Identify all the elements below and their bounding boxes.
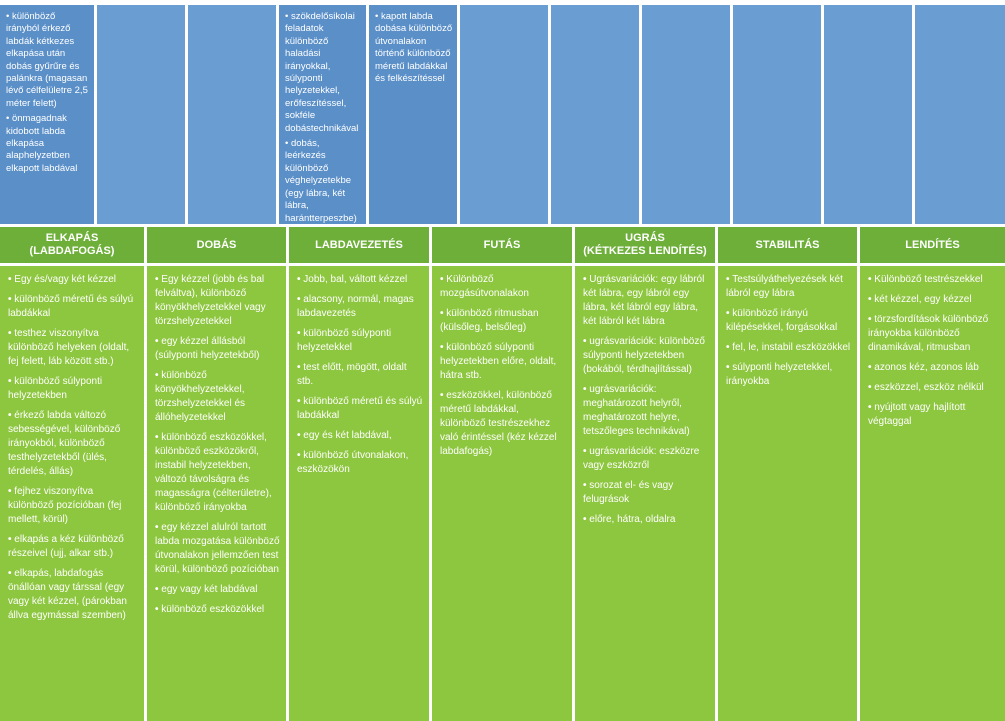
header-futas-label: FUTÁS <box>483 238 521 251</box>
top-cell-10 <box>824 5 912 224</box>
list-item: • különböző irányból érkező labdák kétke… <box>6 11 88 109</box>
futas-list: • Különböző mozgásútvonalakon • különböz… <box>440 273 566 459</box>
list-item: • egy vagy két labdával <box>155 584 258 595</box>
list-item: • ugrásvariációk: különböző súlyponti he… <box>583 336 705 375</box>
column-elkapas: • Egy és/vagy két kézzel • különböző mér… <box>0 266 144 721</box>
list-item: • súlyponti helyzetekkel, irányokba <box>726 362 833 387</box>
header-ugras: UGRÁS (KÉTKEZES LENDÍTÉS) <box>575 227 715 263</box>
list-item: • elkapás, labdafogás önállóan vagy társ… <box>8 568 127 621</box>
header-elkapas-line2: (LABDAFOGÁS) <box>29 245 115 257</box>
list-item: • különböző eszközökkel <box>155 604 265 615</box>
list-item: • egy és két labdával, <box>297 430 392 441</box>
top-cell-11 <box>915 5 1005 224</box>
list-item: • szökdelősi­kolai feladatok különböző h… <box>285 11 359 134</box>
list-item: • Ugrásvariációk: egy lábról két lábra, … <box>583 274 705 327</box>
column-ugras: • Ugrásvariációk: egy lábról két lábra, … <box>575 266 715 721</box>
list-item: • különböző súlyponti helyzetekben előre… <box>440 342 557 381</box>
list-item: • fejhez viszonyítva különböző pozícióba… <box>8 486 122 525</box>
header-elkapas: ELKAPÁS (LABDAFOGÁS) <box>0 227 144 263</box>
header-labdavezetes-label: LABDAVEZETÉS <box>315 238 403 251</box>
elkapas-list: • Egy és/vagy két kézzel • különböző mér… <box>8 273 138 623</box>
top-cell-4: • szökdelősi­kolai feladatok különböző h… <box>279 5 366 224</box>
header-labdavezetes: LABDAVEZETÉS <box>289 227 429 263</box>
list-item: • előre, hátra, oldalra <box>583 514 676 525</box>
list-item: • Különböző mozgásútvonalakon <box>440 274 529 299</box>
list-item: • Jobb, bal, váltott kézzel <box>297 274 408 285</box>
top-cell-5: • kapott labda dobása különböző útvonala… <box>369 5 457 224</box>
list-item: • törzsfordítások különböző irányokba kü… <box>868 314 989 353</box>
list-item: • különböző méretű és súlyú labdákkal <box>297 396 423 421</box>
top-cell-2 <box>97 5 185 224</box>
list-item: • érkező labda változó sebességével, kül… <box>8 410 121 477</box>
labdavezetes-list: • Jobb, bal, váltott kézzel • alacsony, … <box>297 273 423 477</box>
list-item: • ugrásvariációk: eszközre vagy eszközrő… <box>583 446 700 471</box>
top-cell-7 <box>551 5 639 224</box>
list-item: • különböző méretű és súlyú labdákkal <box>8 294 134 319</box>
list-item: • Különböző testrészekkel <box>868 274 983 285</box>
top-cell-4-list: • szökdelősi­kolai feladatok különböző h… <box>285 11 362 225</box>
list-item: • különböző irányú kilépésekkel, forgáso… <box>726 308 838 333</box>
header-dobas-label: DOBÁS <box>196 238 237 251</box>
list-item: • egy kézzel állásból (súlyponti helyzet… <box>155 336 260 361</box>
header-ugras-line1: UGRÁS <box>625 232 665 244</box>
top-cell-9 <box>733 5 821 224</box>
list-item: • test előtt, mögött, oldalt stb. <box>297 362 407 387</box>
list-item: • önmagadnak kidobott labda elkapása ala… <box>6 113 78 174</box>
list-item: • azonos kéz, azonos láb <box>868 362 979 373</box>
list-item: • ugrásvariációk: meghatározott helyről,… <box>583 384 690 437</box>
column-dobas: • Egy kézzel (jobb és bal felváltva), kü… <box>147 266 286 721</box>
list-item: • egy kézzel alulról tartott labda mozga… <box>155 522 280 575</box>
list-item: • elkapás a kéz különböző részeivel (ujj… <box>8 534 124 559</box>
list-item: • Testsúlyáthelyezések két lábról egy lá… <box>726 274 843 299</box>
header-lendites-label: LENDÍTÉS <box>905 238 960 251</box>
top-cell-1-list: • különböző irányból érkező labdák kétke… <box>6 11 90 175</box>
column-stabilitas: • Testsúlyáthelyezések két lábról egy lá… <box>718 266 857 721</box>
top-cell-6 <box>460 5 548 224</box>
header-stabilitas-label: STABILITÁS <box>755 238 820 251</box>
list-item: • különböző eszközökkel, különböző eszkö… <box>155 432 272 513</box>
list-item: • eszközökkel, különböző méretű labdákka… <box>440 390 557 457</box>
header-ugras-line2: (KÉTKEZES LENDÍTÉS) <box>583 245 707 257</box>
list-item: • különböző súlyponti helyzetekkel <box>297 328 392 353</box>
header-elkapas-line1: ELKAPÁS <box>45 232 99 244</box>
list-item: • kapott labda dobása különböző útvonala… <box>375 11 453 85</box>
ugras-list: • Ugrásvariációk: egy lábról két lábra, … <box>583 273 709 527</box>
column-labdavezetes: • Jobb, bal, váltott kézzel • alacsony, … <box>289 266 429 721</box>
list-item: • alacsony, normál, magas labdavezetés <box>297 294 414 319</box>
top-cell-3 <box>188 5 276 224</box>
top-cell-8 <box>642 5 730 224</box>
list-item: • eszközzel, eszköz nélkül <box>868 382 984 393</box>
lendites-list: • Különböző testrészekkel • két kézzel, … <box>868 273 999 429</box>
list-item: • testhez viszonyítva különböző helyeken… <box>8 328 130 367</box>
list-item: • két kézzel, egy kézzel <box>868 294 972 305</box>
list-item: • sorozat el- és vagy felugrások <box>583 480 674 505</box>
column-lendites: • Különböző testrészekkel • két kézzel, … <box>860 266 1005 721</box>
list-item: • fel, le, instabil eszközökkel <box>726 342 851 353</box>
list-item: • különböző súlyponti helyzetekben <box>8 376 103 401</box>
list-item: • Egy és/vagy két kézzel <box>8 274 116 285</box>
header-futas: FUTÁS <box>432 227 572 263</box>
stabilitas-list: • Testsúlyáthelyezések két lábról egy lá… <box>726 273 851 389</box>
column-futas: • Különböző mozgásútvonalakon • különböz… <box>432 266 572 721</box>
top-cell-1: • különböző irányból érkező labdák kétke… <box>0 5 94 224</box>
top-cell-5-list: • kapott labda dobása különböző útvonala… <box>375 11 453 85</box>
list-item: • nyújtott vagy hajlított végtaggal <box>868 402 966 427</box>
list-item: • dobás, leérkezés különböző véghelyzete… <box>285 138 357 224</box>
list-item: • különböző ritmusban (külsőleg, belsőle… <box>440 308 539 333</box>
list-item: • Egy kézzel (jobb és bal felváltva), kü… <box>155 274 266 327</box>
list-item: • különböző könyökhelyzetekkel, törzshel… <box>155 370 246 423</box>
header-stabilitas: STABILITÁS <box>718 227 857 263</box>
header-lendites: LENDÍTÉS <box>860 227 1005 263</box>
header-dobas: DOBÁS <box>147 227 286 263</box>
dobas-list: • Egy kézzel (jobb és bal felváltva), kü… <box>155 273 280 617</box>
list-item: • különböző útvonalakon, eszközökön <box>297 450 409 475</box>
